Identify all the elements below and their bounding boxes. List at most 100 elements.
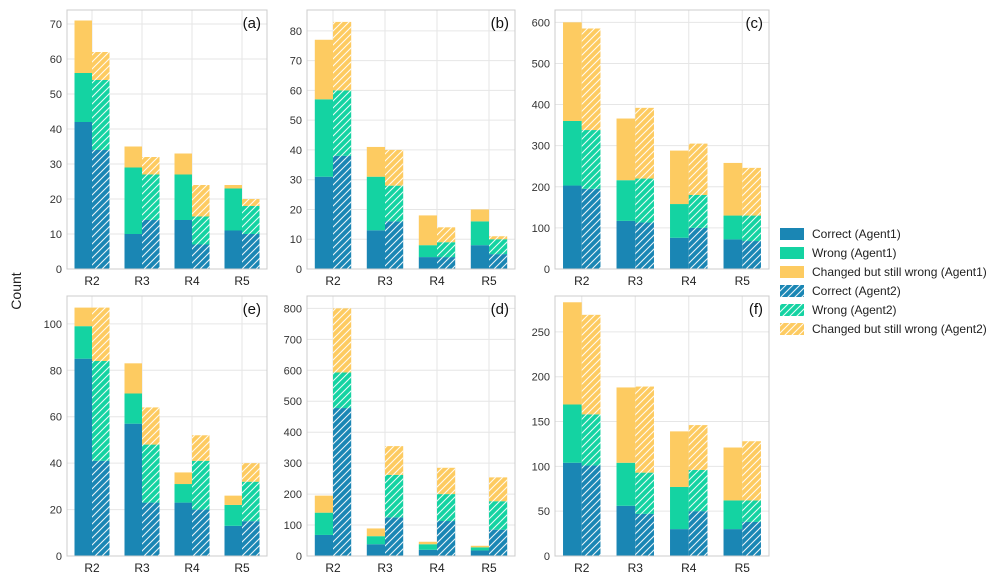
bar-hatch-correct-agent2-R5 xyxy=(489,529,508,556)
bar-hatch-changed-agent2-R3 xyxy=(142,157,160,175)
panel-label: (b) xyxy=(491,15,509,32)
bar-hatch-wrong-agent2-R3 xyxy=(142,174,160,220)
bar-hatch-changed-agent2-R2 xyxy=(581,314,601,415)
bar-hatch-wrong-agent2-R2 xyxy=(92,361,110,461)
bar-hatch-correct-agent2-R3 xyxy=(385,517,404,556)
bar-wrong-agent1-R3 xyxy=(616,462,636,506)
y-tick-label: 40 xyxy=(290,145,302,157)
bar-hatch-correct-agent2-R5 xyxy=(242,521,260,556)
bar-correct-agent1-R4 xyxy=(670,529,689,556)
bar-hatch-correct-agent2-R5 xyxy=(489,254,508,269)
bar-correct-agent1-R5 xyxy=(224,230,242,269)
x-tick-label: R5 xyxy=(481,274,497,288)
legend-label: Correct (Agent1) xyxy=(812,227,901,241)
bar-hatch-wrong-agent2-R2 xyxy=(581,130,601,189)
bar-hatch-wrong-agent2-R2 xyxy=(92,80,110,150)
panel-a: 0 10 20 30 40 50 60 70 R2 R3 R4 R5 (a) xyxy=(50,9,268,288)
bar-hatch-changed-agent2-R5 xyxy=(742,441,761,501)
x-tick-label: R2 xyxy=(84,274,100,288)
y-tick-label: 0 xyxy=(296,551,302,563)
y-tick-label: 100 xyxy=(44,319,62,331)
y-tick-label: 500 xyxy=(284,396,302,408)
bar-hatch-wrong-agent2-R3 xyxy=(635,178,654,223)
bar-changed-agent1-R2 xyxy=(74,20,92,73)
bar-wrong-agent1-R2 xyxy=(563,404,582,463)
bar-hatch-correct-agent2-R5 xyxy=(742,521,761,556)
plot-frame xyxy=(554,295,770,557)
panel-b: 0 10 20 30 40 50 60 70 80 R2 R3 R4 R5 (b) xyxy=(290,9,516,288)
bar-wrong-agent1-R5 xyxy=(723,215,743,240)
legend-swatch xyxy=(780,266,804,278)
legend-label: Changed but still wrong (Agent2) xyxy=(812,322,987,336)
bar-hatch-changed-agent2-R3 xyxy=(385,149,404,186)
x-tick-label: R2 xyxy=(325,561,341,575)
bar-hatch-changed-agent2-R4 xyxy=(192,435,210,461)
bar-changed-agent1-R2 xyxy=(74,307,92,327)
legend: Correct (Agent1) Wrong (Agent1) Changed bu… xyxy=(780,227,987,336)
bar-changed-agent1-R4 xyxy=(670,431,689,487)
y-tick-label: 70 xyxy=(50,19,62,31)
bar-correct-agent1-R3 xyxy=(366,544,385,556)
bar-hatch-wrong-agent2-R3 xyxy=(385,185,404,222)
plot-frame xyxy=(554,9,770,270)
x-tick-label: R5 xyxy=(234,274,250,288)
x-tick-label: R5 xyxy=(735,274,751,288)
y-tick-label: 400 xyxy=(284,427,302,439)
bar-wrong-agent1-R3 xyxy=(366,536,385,545)
x-tick-label: R4 xyxy=(429,274,445,288)
y-tick-label: 200 xyxy=(532,182,550,194)
bar-hatch-changed-agent2-R4 xyxy=(437,227,456,243)
bar-hatch-wrong-agent2-R5 xyxy=(242,206,260,234)
y-tick-label: 80 xyxy=(290,26,302,38)
legend-item: Correct (Agent2) xyxy=(780,284,901,298)
y-tick-label: 600 xyxy=(284,365,302,377)
bar-hatch-wrong-agent2-R3 xyxy=(385,474,404,518)
bar-wrong-agent1-R4 xyxy=(418,245,437,258)
legend-label: Correct (Agent2) xyxy=(812,284,901,298)
bar-changed-agent1-R5 xyxy=(224,495,242,505)
bar-wrong-agent1-R3 xyxy=(616,180,636,221)
bar-hatch-correct-agent2-R5 xyxy=(242,234,260,269)
bar-wrong-agent1-R2 xyxy=(74,326,92,359)
bar-changed-agent1-R3 xyxy=(124,363,142,394)
bar-hatch-correct-agent2-R2 xyxy=(92,150,110,269)
bar-hatch-correct-agent2-R2 xyxy=(333,155,352,269)
bar-correct-agent1-R5 xyxy=(224,525,242,556)
plot-frame xyxy=(66,295,268,557)
y-tick-label: 600 xyxy=(532,17,550,29)
x-tick-label: R2 xyxy=(574,561,590,575)
bar-hatch-changed-agent2-R2 xyxy=(333,308,352,373)
panel-f: 0 50 100 150 200 250 R2 R3 R4 R5 (f) xyxy=(532,295,770,575)
bar-changed-agent1-R5 xyxy=(723,447,743,501)
bar-hatch-wrong-agent2-R4 xyxy=(688,195,708,228)
bar-hatch-correct-agent2-R4 xyxy=(688,227,708,269)
bar-changed-agent1-R2 xyxy=(314,495,333,513)
y-tick-label: 500 xyxy=(532,58,550,70)
y-tick-label: 400 xyxy=(532,100,550,112)
bar-correct-agent1-R5 xyxy=(723,239,743,269)
bar-hatch-changed-agent2-R4 xyxy=(192,185,210,217)
bar-hatch-correct-agent2-R5 xyxy=(742,241,761,269)
bar-hatch-changed-agent2-R5 xyxy=(242,199,260,206)
bar-correct-agent1-R3 xyxy=(124,234,142,269)
bar-hatch-correct-agent2-R4 xyxy=(437,257,456,269)
bar-correct-agent1-R2 xyxy=(314,534,333,556)
y-tick-label: 200 xyxy=(284,489,302,501)
y-tick-label: 60 xyxy=(50,54,62,66)
bar-hatch-wrong-agent2-R2 xyxy=(581,414,601,466)
bar-hatch-changed-agent2-R2 xyxy=(333,21,352,91)
bar-changed-agent1-R4 xyxy=(670,150,689,205)
legend-item: Wrong (Agent2) xyxy=(780,303,897,317)
bar-hatch-changed-agent2-R5 xyxy=(489,236,508,240)
bar-correct-agent1-R2 xyxy=(314,176,333,269)
x-tick-label: R3 xyxy=(628,561,644,575)
legend-swatch-hatch xyxy=(780,304,804,316)
bar-changed-agent1-R3 xyxy=(124,146,142,168)
bar-changed-agent1-R5 xyxy=(470,545,489,548)
x-tick-label: R4 xyxy=(681,561,697,575)
x-tick-label: R2 xyxy=(325,274,341,288)
bar-correct-agent1-R2 xyxy=(563,185,582,269)
panel-e: 0 20 40 60 80 100 R2 R3 R4 R5 (e) xyxy=(44,295,268,575)
bar-hatch-wrong-agent2-R2 xyxy=(333,372,352,409)
bar-wrong-agent1-R2 xyxy=(314,99,333,177)
